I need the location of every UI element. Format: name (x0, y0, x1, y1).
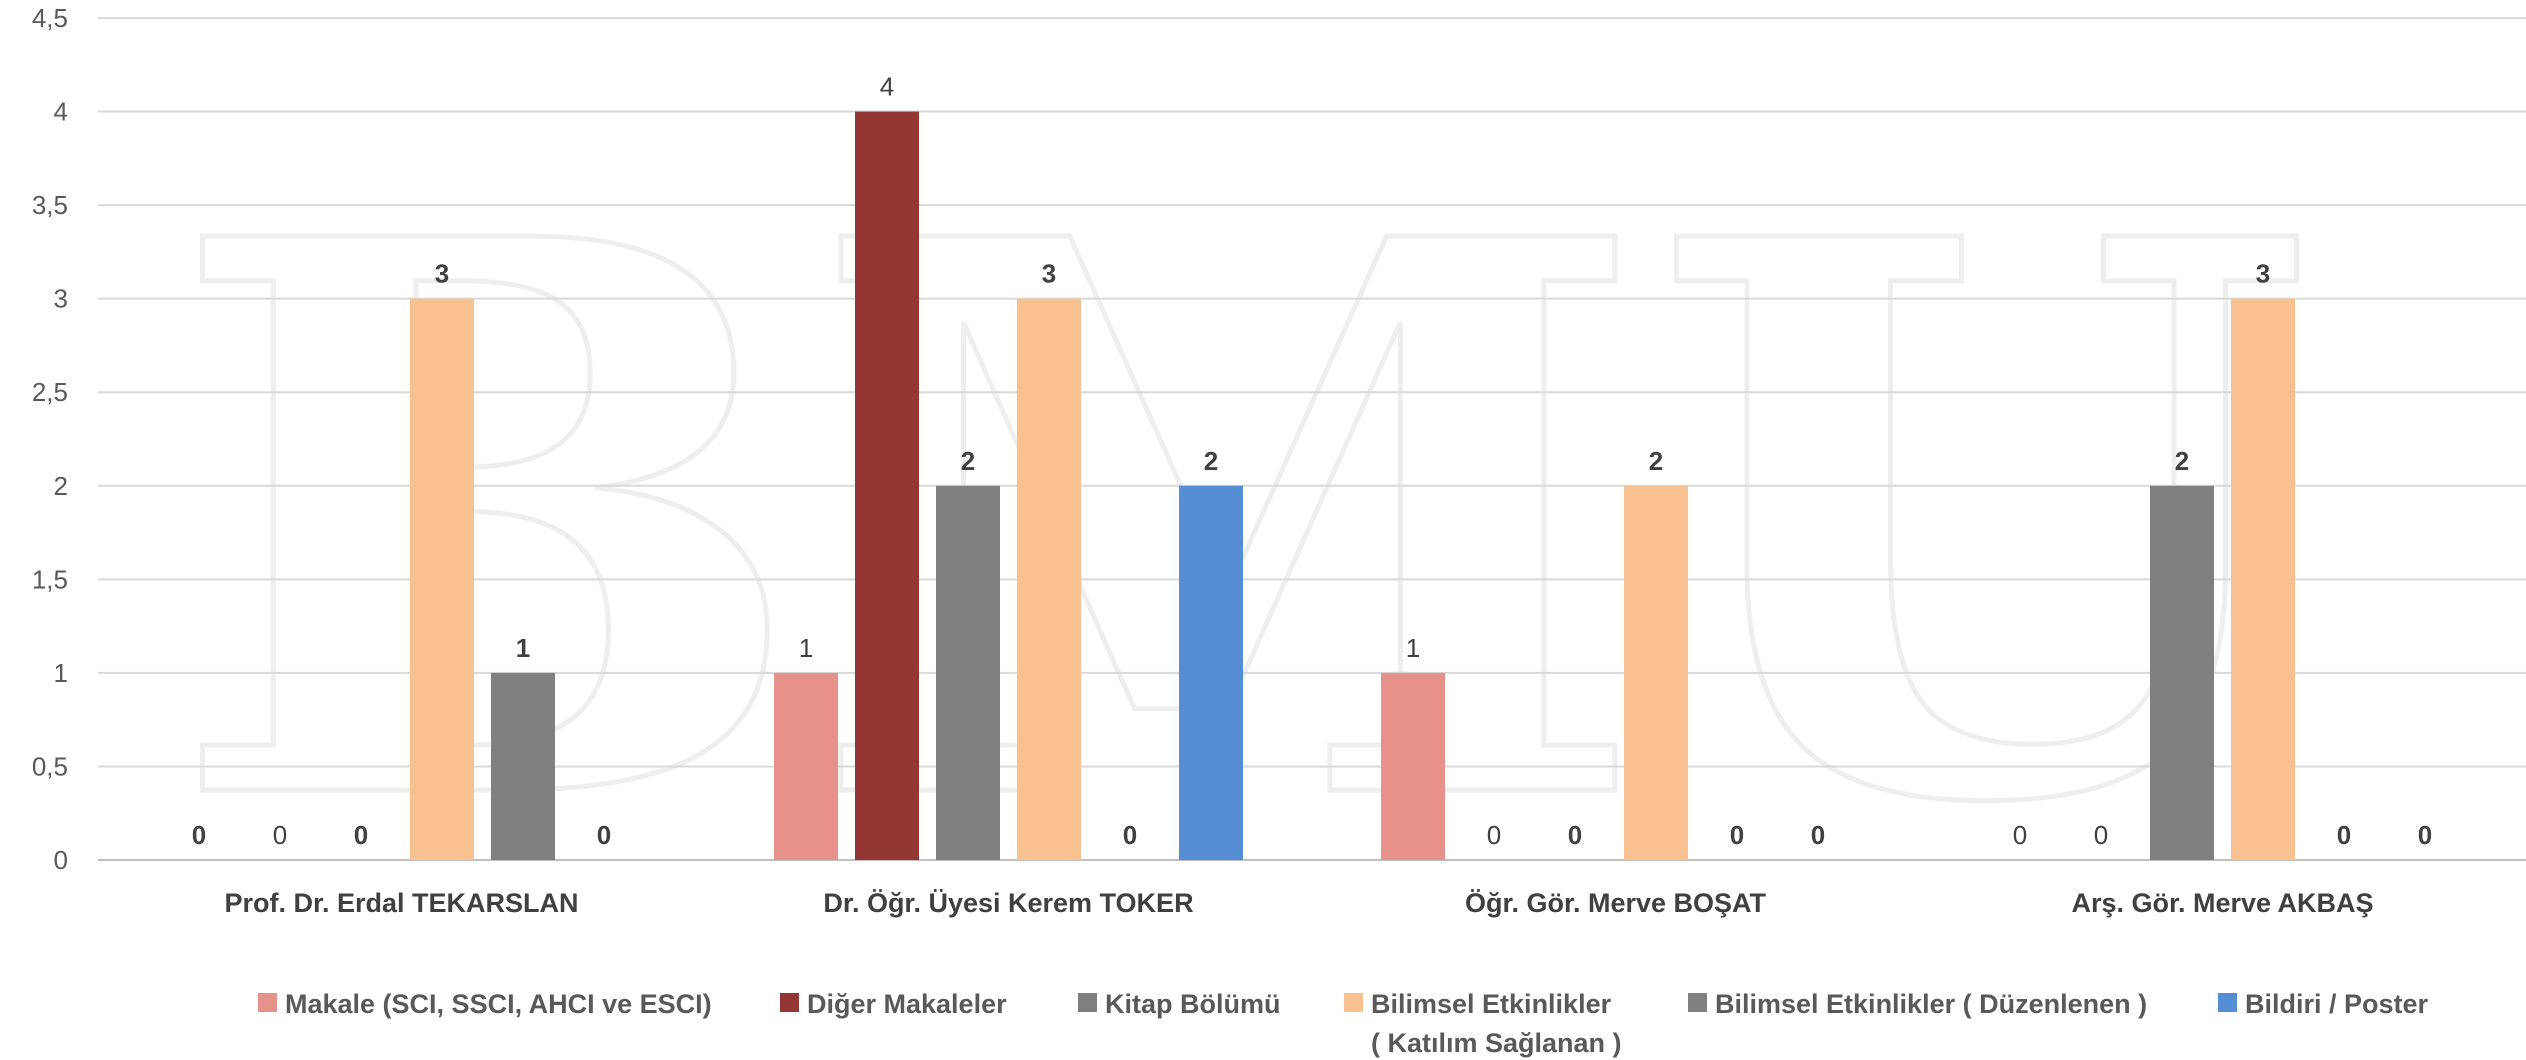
y-tick-label: 0,5 (32, 751, 68, 781)
legend-swatch (1078, 993, 1097, 1012)
data-label: 1 (516, 633, 530, 663)
data-label: 0 (2337, 820, 2351, 850)
y-tick-label: 4 (54, 97, 68, 127)
y-tick-label: 3 (54, 284, 68, 314)
data-labels: 0 0 0 3 1 0 1 4 2 3 0 2 1 0 0 2 0 0 0 0 2 3 0 0 (192, 72, 2432, 850)
category-label: Dr. Öğr. Üyesi Kerem TOKER (823, 888, 1193, 918)
data-label: 3 (1042, 259, 1056, 289)
legend-label: Makale (SCI, SSCI, AHCI ve ESCI) (285, 989, 712, 1019)
legend-label: Kitap Bölümü (1105, 989, 1281, 1019)
bar (855, 111, 919, 861)
bar (2231, 298, 2295, 861)
data-label: 2 (2175, 446, 2189, 476)
legend-swatch (780, 993, 799, 1012)
legend-label: Bildiri / Poster (2245, 989, 2429, 1019)
bar (2150, 485, 2214, 860)
x-axis: Prof. Dr. Erdal TEKARSLAN Dr. Öğr. Üyesi … (224, 888, 2373, 918)
legend-swatch (258, 993, 277, 1012)
y-tick-label: 0 (54, 845, 68, 875)
bar (1624, 485, 1688, 860)
data-label: 0 (273, 820, 287, 850)
category-label: Arş. Gör. Merve AKBAŞ (2071, 888, 2373, 918)
bar (491, 672, 555, 860)
data-label: 1 (799, 633, 813, 663)
data-label: 0 (1811, 820, 1825, 850)
data-label: 3 (2256, 259, 2270, 289)
y-axis: 0 0,5 1 1,5 2 2,5 3 3,5 4 4,5 (32, 3, 68, 875)
bar (1381, 672, 1445, 860)
legend-swatch (1344, 993, 1363, 1012)
data-label: 0 (1568, 820, 1582, 850)
legend-swatch (2218, 993, 2237, 1012)
y-tick-label: 3,5 (32, 190, 68, 220)
data-label: 0 (597, 820, 611, 850)
data-label: 2 (1204, 446, 1218, 476)
data-label: 0 (2418, 820, 2432, 850)
bar (774, 672, 838, 860)
bar (410, 298, 474, 861)
data-label: 0 (354, 820, 368, 850)
legend-label: Bilimsel Etkinlikler( Katılım Sağlanan ) (1371, 989, 1622, 1058)
data-label: 1 (1406, 633, 1420, 663)
y-tick-label: 1 (54, 658, 68, 688)
bar (1017, 298, 1081, 861)
bar (936, 485, 1000, 860)
data-label: 0 (1487, 820, 1501, 850)
data-label: 3 (435, 259, 449, 289)
bars (410, 111, 2295, 861)
data-label: 0 (1123, 820, 1137, 850)
category-label: Prof. Dr. Erdal TEKARSLAN (224, 888, 578, 918)
data-label: 2 (1649, 446, 1663, 476)
legend-label: Bilimsel Etkinlikler ( Düzenlenen ) (1715, 989, 2147, 1019)
bar (1179, 485, 1243, 860)
y-tick-label: 1,5 (32, 564, 68, 594)
data-label: 2 (961, 446, 975, 476)
legend: Makale (SCI, SSCI, AHCI ve ESCI) Diğer Ma… (258, 989, 2429, 1058)
data-label: 0 (192, 820, 206, 850)
category-label: Öğr. Gör. Merve BOŞAT (1465, 888, 1767, 918)
legend-swatch (1688, 993, 1707, 1012)
y-tick-label: 2,5 (32, 377, 68, 407)
data-label: 0 (1730, 820, 1744, 850)
y-tick-label: 2 (54, 471, 68, 501)
y-tick-label: 4,5 (32, 3, 68, 33)
data-label: 0 (2013, 820, 2027, 850)
data-label: 4 (880, 72, 894, 102)
legend-label: Diğer Makaleler (807, 989, 1007, 1019)
data-label: 0 (2094, 820, 2108, 850)
